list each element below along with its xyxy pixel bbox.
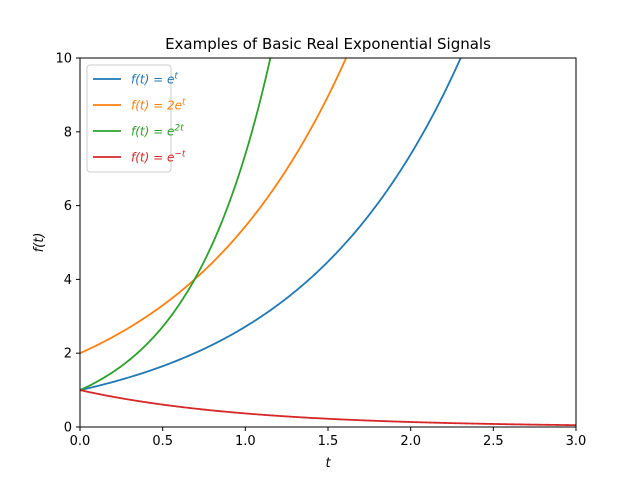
y-tick-label: 0: [64, 421, 72, 436]
legend-label-3: f(t) = e2t: [131, 124, 184, 139]
series-line-3: [80, 58, 272, 391]
series-line-4: [80, 389, 576, 427]
y-axis: 0 2 4 6 8 10: [55, 52, 80, 436]
x-tick-label: 2.5: [483, 434, 504, 449]
series-line-1: [80, 58, 462, 391]
legend-box: [86, 64, 172, 173]
x-tick-label: 3.0: [566, 434, 587, 449]
legend-label-2: f(t) = 2et: [131, 98, 186, 113]
y-tick-label: 2: [64, 347, 72, 362]
x-axis: 0.0 0.5 1.0 1.5 2.0 2.5 3.0: [70, 427, 587, 449]
x-tick-label: 1.5: [318, 434, 339, 449]
legend: f(t) = et f(t) = 2et f(t) = e2t f(t) = e−t: [86, 64, 186, 173]
legend-label-1: f(t) = et: [131, 72, 178, 87]
x-tick-label: 0.5: [152, 434, 173, 449]
chart-title: Examples of Basic Real Exponential Signa…: [165, 35, 491, 53]
x-tick-label: 2.0: [400, 434, 421, 449]
y-tick-label: 4: [64, 273, 72, 288]
y-tick-label: 8: [64, 125, 72, 140]
y-tick-label: 10: [55, 52, 72, 67]
legend-label-4: f(t) = e−t: [131, 150, 186, 165]
series-line-2: [80, 58, 348, 355]
x-tick-label: 0.0: [70, 434, 91, 449]
y-tick-label: 6: [64, 199, 72, 214]
x-axis-title: t: [325, 456, 331, 471]
y-axis-title: f(t): [32, 233, 47, 253]
x-tick-label: 1.0: [235, 434, 256, 449]
series-lines: [80, 58, 576, 427]
